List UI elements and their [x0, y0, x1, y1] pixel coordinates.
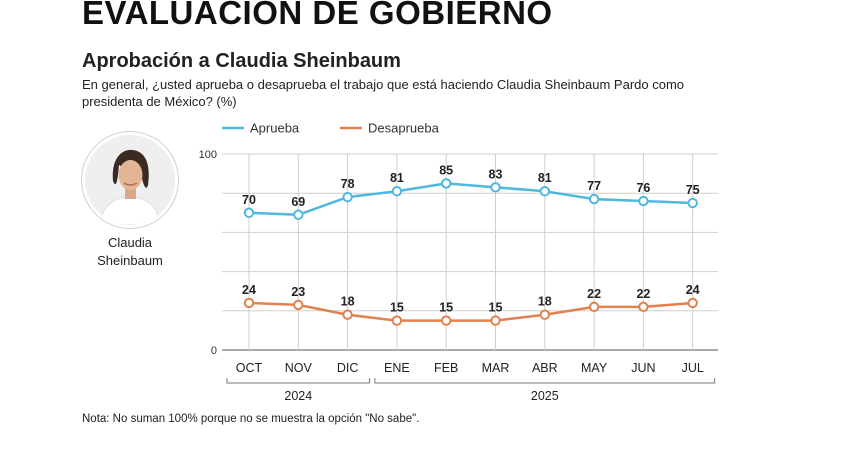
data-label-desaprueba: 22: [636, 287, 650, 301]
year-label: 2024: [284, 389, 312, 403]
data-point-aprueba: [638, 195, 649, 207]
year-bracket: [374, 378, 716, 384]
data-label-aprueba: 78: [341, 177, 355, 191]
data-point-aprueba: [490, 182, 501, 193]
data-point-aprueba: [243, 207, 255, 219]
year-label: 2025: [531, 389, 559, 403]
portrait-icon: [85, 135, 175, 225]
legend-label-desaprueba: Desaprueba: [368, 121, 440, 136]
x-tick-label: FEB: [434, 361, 458, 375]
y-tick-label: 100: [199, 149, 217, 161]
section-header: EVALUACIÓN DE GOBIERNO: [82, 0, 553, 31]
data-label-aprueba: 69: [291, 195, 305, 209]
footnote: Nota: No suman 100% porque no se muestra…: [82, 413, 420, 425]
x-tick-label: DIC: [337, 361, 359, 375]
data-label-desaprueba: 23: [291, 285, 305, 299]
x-tick-label: ENE: [384, 361, 410, 375]
data-label-desaprueba: 24: [242, 283, 256, 297]
series-line-aprueba: [248, 182, 693, 217]
data-point-desaprueba: [539, 309, 550, 320]
data-point-desaprueba: [391, 315, 403, 326]
person-name-line2: Sheinbaum: [97, 253, 163, 268]
data-label-desaprueba: 22: [587, 287, 601, 301]
data-point-desaprueba: [441, 315, 452, 326]
x-tick-label: MAY: [581, 361, 608, 375]
data-point-desaprueba: [342, 309, 353, 320]
y-tick-label: 0: [211, 345, 217, 357]
x-tick-label: NOV: [285, 361, 313, 375]
data-point-aprueba: [441, 178, 452, 189]
data-label-aprueba: 75: [686, 183, 700, 197]
data-point-desaprueba: [588, 301, 600, 313]
data-label-desaprueba: 18: [538, 295, 552, 309]
data-label-aprueba: 81: [538, 171, 552, 185]
person-name: Claudia Sheinbaum: [82, 234, 178, 270]
data-point-aprueba: [687, 197, 698, 209]
data-label-aprueba: 85: [439, 163, 453, 177]
data-point-aprueba: [539, 186, 550, 197]
data-point-desaprueba: [490, 315, 501, 326]
data-label-aprueba: 70: [242, 193, 256, 207]
data-label-desaprueba: 15: [439, 301, 453, 315]
data-label-aprueba: 81: [390, 171, 404, 185]
data-label-desaprueba: 15: [390, 301, 404, 315]
data-label-aprueba: 77: [587, 179, 601, 193]
series-line-desaprueba: [248, 301, 693, 322]
x-tick-label: JUL: [682, 361, 704, 375]
year-bracket: [226, 378, 371, 384]
data-label-desaprueba: 15: [489, 301, 503, 315]
data-point-desaprueba: [243, 297, 255, 309]
data-label-aprueba: 76: [636, 181, 650, 195]
data-point-aprueba: [588, 193, 600, 205]
data-point-aprueba: [293, 209, 304, 220]
portrait-avatar: [82, 132, 178, 228]
x-tick-label: OCT: [236, 361, 263, 375]
x-tick-label: JUN: [631, 361, 655, 375]
data-label-aprueba: 83: [489, 167, 503, 181]
x-tick-label: MAR: [482, 361, 510, 375]
data-point-desaprueba: [638, 301, 649, 313]
data-point-aprueba: [391, 186, 403, 197]
person-name-line1: Claudia: [107, 235, 153, 250]
data-point-desaprueba: [293, 299, 304, 311]
data-label-desaprueba: 24: [686, 283, 700, 297]
data-point-aprueba: [342, 191, 353, 203]
x-tick-label: ABR: [532, 361, 558, 375]
data-point-desaprueba: [687, 297, 698, 309]
chart-title: Aprobación a Claudia Sheinbaum: [82, 50, 401, 72]
data-label-desaprueba: 18: [341, 295, 355, 309]
chart-subtitle: En general, ¿usted aprueba o desaprueba …: [82, 77, 685, 109]
legend-label-aprueba: Aprueba: [250, 121, 300, 136]
